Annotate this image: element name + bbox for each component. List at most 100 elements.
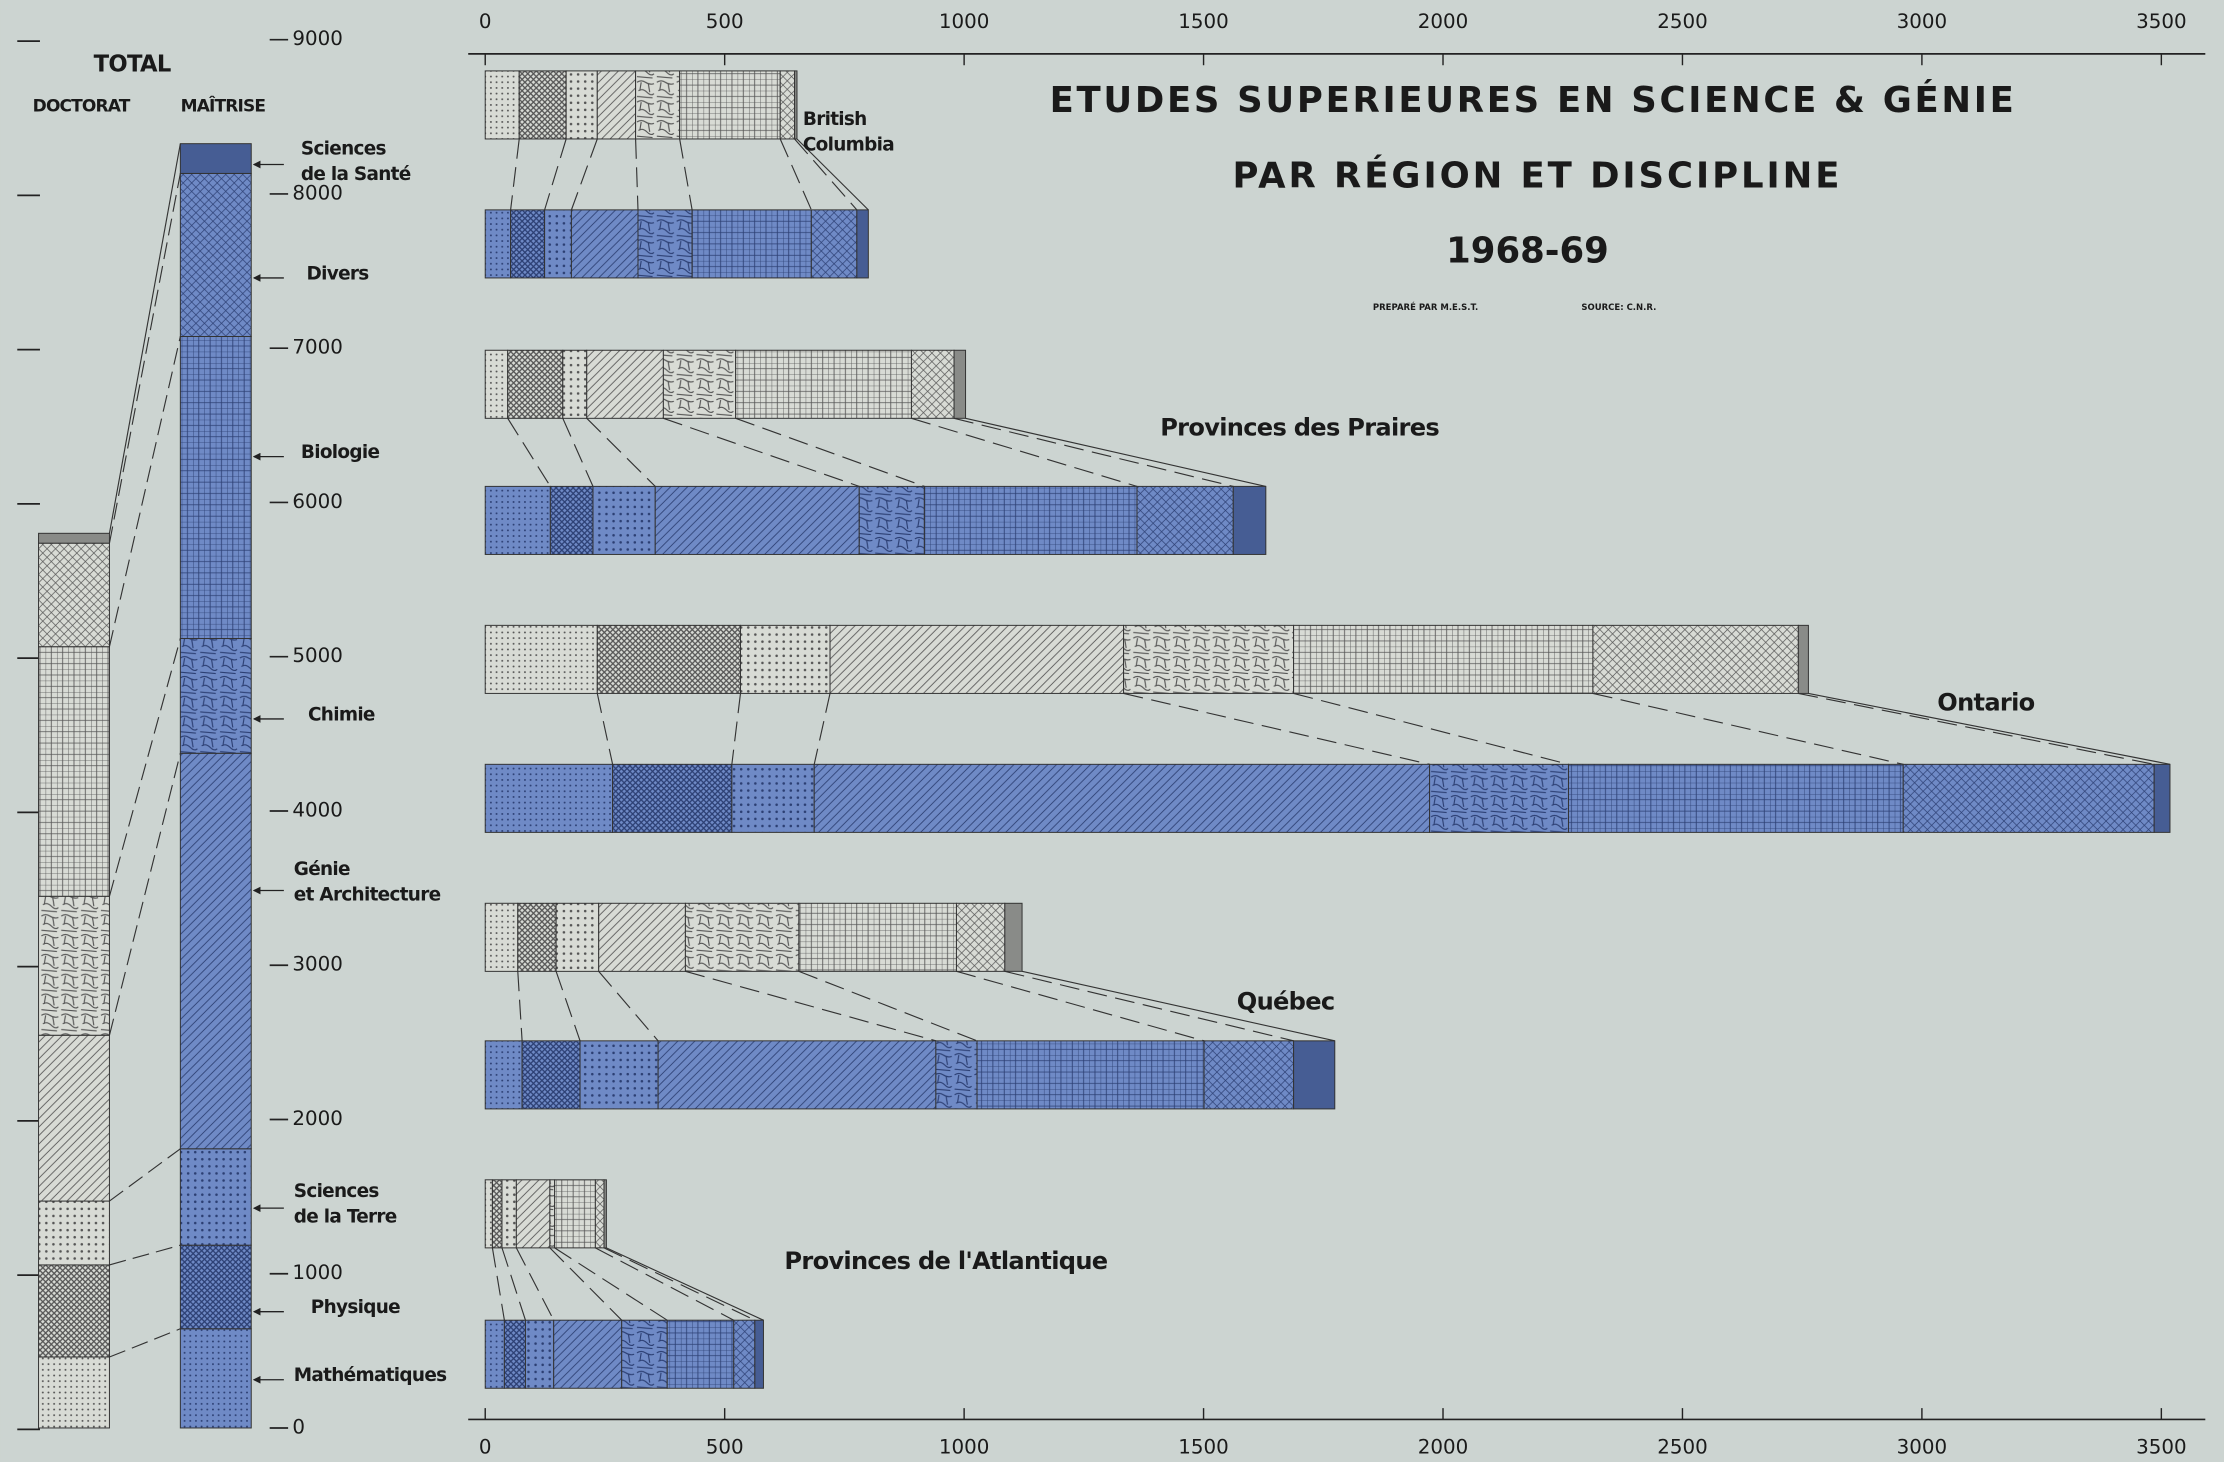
connector	[108, 638, 181, 897]
bar-segment	[570, 209, 639, 279]
bar-segment	[484, 70, 520, 140]
bar-segment	[794, 70, 798, 140]
bar-segment	[662, 349, 737, 419]
bar-segment	[596, 624, 741, 694]
connector	[554, 1247, 668, 1321]
x-tick-label: 3000	[1897, 1435, 1948, 1458]
bar-segment	[484, 763, 614, 833]
discipline-label: Biologie	[300, 442, 380, 464]
bar-segment	[586, 349, 664, 419]
connector	[570, 138, 598, 211]
bar-segment	[935, 1040, 978, 1110]
level-label: MAÎTRISE	[181, 94, 266, 116]
discipline-label: Sciences de la Terre	[293, 1181, 398, 1228]
bar-segment	[544, 209, 572, 279]
connector	[510, 138, 520, 210]
y-tick-label: 4000	[292, 798, 343, 821]
bar-segment	[503, 1319, 526, 1389]
chart-title: ETUDES SUPERIEURES EN SCIENCE & GÉNIE	[1050, 79, 2014, 121]
total-segment	[38, 895, 110, 1036]
bar-segment	[524, 1319, 555, 1389]
connector	[549, 1247, 623, 1321]
total-segment	[179, 172, 252, 337]
total-segment	[179, 638, 252, 754]
total-segment	[38, 1200, 110, 1266]
discipline-label: Sciences de la Santé	[300, 138, 411, 186]
connector	[735, 417, 925, 487]
discipline-label: Divers	[306, 263, 370, 286]
connector	[108, 143, 181, 534]
bar-segment	[518, 70, 567, 140]
total-segment	[179, 752, 252, 1150]
total-segment	[38, 1356, 110, 1429]
level-label: DOCTORAT	[33, 96, 131, 116]
bar-segment	[1123, 624, 1295, 694]
connector	[731, 693, 742, 765]
bar-segment	[549, 485, 594, 555]
bar-segment	[810, 209, 858, 279]
connector	[555, 971, 581, 1042]
bar-segment	[596, 70, 637, 140]
bar-segment	[657, 1040, 937, 1110]
connector	[517, 971, 523, 1041]
discipline-label: Physique	[310, 1297, 401, 1319]
bar-segment	[501, 1179, 517, 1249]
x-tick-label: 3500	[2136, 10, 2187, 33]
connector	[501, 1247, 526, 1321]
bar-segment	[484, 1319, 505, 1389]
bar-segment	[484, 485, 551, 555]
total-segment	[38, 542, 110, 648]
connector	[515, 1247, 555, 1321]
chart-year: 1968-69	[1446, 230, 1609, 271]
bar-segment	[684, 902, 800, 972]
bar-segment	[521, 1040, 581, 1110]
total-label: TOTAL	[94, 52, 171, 78]
y-tick-label: 7000	[292, 336, 343, 359]
y-tick-label: 2000	[292, 1107, 343, 1130]
bar-segment	[491, 1179, 503, 1249]
bar-segment	[1232, 485, 1267, 555]
connector	[586, 417, 656, 487]
bar-segment	[598, 902, 686, 972]
x-tick-label: 500	[706, 10, 744, 33]
bar-segment	[858, 485, 925, 555]
x-tick-label: 3500	[2136, 1435, 2187, 1458]
discipline-label: Chimie	[307, 704, 375, 727]
y-tick-label: 8000	[292, 181, 343, 204]
x-tick-label: 2500	[1657, 10, 1708, 33]
discipline-label: Sciences de la Terre	[293, 1181, 398, 1228]
bar-segment	[579, 1040, 659, 1110]
connector	[1808, 692, 2171, 765]
bar-segment	[1004, 902, 1023, 972]
connector	[911, 417, 1138, 487]
region-label: Ontario	[1937, 689, 2035, 718]
region-label: British Columbia	[803, 109, 895, 155]
connector	[1293, 692, 1569, 765]
region-label: Provinces de l'Atlantique	[784, 1248, 1108, 1276]
connector	[109, 1328, 181, 1358]
bar-segment	[731, 763, 815, 833]
bar-segment	[484, 349, 509, 419]
region-label: Québec	[1236, 988, 1335, 1017]
bar-segment	[654, 485, 860, 555]
bar-segment	[484, 902, 519, 972]
total-segment	[179, 1328, 252, 1429]
connector	[108, 336, 181, 647]
total-segment	[179, 335, 252, 640]
connector	[679, 138, 693, 210]
x-tick-label: 2000	[1418, 1435, 1469, 1458]
bar-segment	[621, 1319, 668, 1389]
bar-segment	[1592, 624, 1799, 694]
connector	[1592, 692, 1904, 765]
total-segment	[38, 1034, 110, 1202]
bar-segment	[592, 485, 656, 555]
connector	[595, 1247, 735, 1321]
connector	[685, 970, 937, 1042]
connector	[596, 693, 614, 765]
x-tick-label: 2000	[1418, 10, 1469, 33]
prepared-by: PREPARÉ PAR M.E.S.T.	[1373, 301, 1478, 313]
bar-segment	[484, 1179, 493, 1249]
source: SOURCE: C.N.R.	[1581, 303, 1656, 313]
